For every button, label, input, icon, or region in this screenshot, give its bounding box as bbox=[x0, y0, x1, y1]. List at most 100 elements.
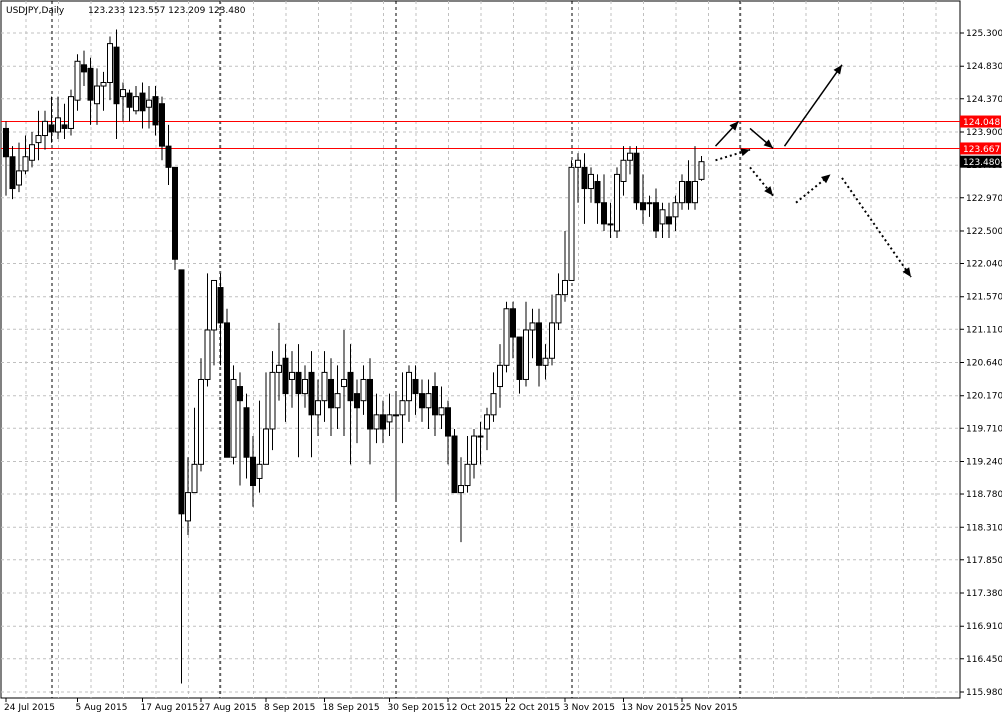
candle bbox=[380, 400, 386, 444]
time-axis[interactable]: 24 Jul 2015 5 Aug 2015 17 Aug 2015 27 Aug 2… bbox=[4, 698, 738, 713]
candle bbox=[490, 372, 497, 422]
candle-body-bear bbox=[295, 371, 302, 395]
candle bbox=[172, 166, 178, 270]
candle bbox=[217, 273, 224, 366]
candle bbox=[523, 301, 529, 387]
level-label-bg bbox=[960, 115, 1001, 128]
candle bbox=[393, 393, 399, 500]
candle bbox=[81, 50, 87, 87]
candle bbox=[432, 372, 438, 437]
candle bbox=[3, 121, 9, 196]
candle-body-bull bbox=[562, 279, 568, 296]
candle bbox=[588, 167, 594, 203]
candle-body-bear bbox=[139, 92, 146, 112]
candle-body-bull bbox=[503, 308, 510, 366]
x-tick-label: 3 Nov 2015 bbox=[563, 703, 615, 713]
candle-body-bull bbox=[211, 279, 217, 331]
candle bbox=[698, 156, 705, 181]
y-tick-label: 117.850 bbox=[966, 556, 1002, 566]
candle bbox=[367, 358, 373, 465]
candle-body-bull bbox=[438, 407, 445, 416]
candle-body-bull bbox=[399, 400, 406, 416]
x-tick-label: 27 Aug 2015 bbox=[199, 703, 257, 713]
candle bbox=[653, 188, 659, 239]
candle-body-bear bbox=[380, 414, 386, 430]
y-tick-label: 115.980 bbox=[966, 688, 1002, 698]
candle bbox=[146, 86, 152, 129]
candles bbox=[3, 29, 705, 684]
candle-body-bear bbox=[165, 145, 172, 168]
candle-body-bull bbox=[133, 96, 139, 112]
candle-body-bear bbox=[126, 92, 133, 108]
candle bbox=[133, 86, 139, 115]
prediction-arrow bbox=[749, 127, 774, 149]
candle-body-bear bbox=[237, 386, 243, 402]
candle-body-bull bbox=[263, 428, 269, 465]
prediction-arrow bbox=[749, 166, 774, 197]
candle-body-bull bbox=[659, 209, 666, 225]
level-label-bg bbox=[960, 142, 1001, 155]
candle bbox=[61, 103, 68, 140]
candle-body-bear bbox=[354, 393, 360, 409]
candle-body-bear bbox=[432, 386, 438, 416]
candle bbox=[445, 400, 451, 465]
candle bbox=[412, 365, 419, 415]
candle-body-bull bbox=[321, 371, 328, 402]
candle-body-bull bbox=[620, 159, 627, 182]
candle bbox=[607, 202, 614, 239]
candle bbox=[471, 428, 477, 479]
candle bbox=[386, 393, 393, 437]
candle-body-bull bbox=[588, 173, 594, 190]
candle bbox=[230, 365, 237, 465]
candle-body-bear bbox=[581, 166, 588, 190]
candle bbox=[334, 365, 341, 429]
candle-body-bull bbox=[269, 371, 276, 430]
candle bbox=[341, 329, 347, 437]
candle-body-bear bbox=[601, 202, 607, 225]
candle bbox=[672, 195, 679, 231]
candle-body-bull bbox=[497, 364, 503, 388]
candle bbox=[438, 386, 445, 429]
candle-body-bull bbox=[575, 159, 581, 168]
candle-body-bear bbox=[347, 371, 354, 402]
candle-body-bear bbox=[9, 156, 16, 190]
candle-body-bear bbox=[159, 103, 165, 147]
candle-body-bull bbox=[568, 166, 575, 281]
candle bbox=[159, 96, 165, 161]
candle-body-bear bbox=[87, 67, 94, 101]
candle bbox=[9, 146, 16, 200]
candle-body-bull bbox=[198, 378, 204, 465]
candle bbox=[321, 351, 328, 422]
arrow-shaft bbox=[841, 177, 912, 278]
candle bbox=[419, 379, 425, 422]
y-tick-label: 116.450 bbox=[966, 655, 1002, 665]
candle bbox=[679, 174, 685, 210]
candle bbox=[562, 230, 568, 302]
candle bbox=[347, 344, 354, 465]
candle bbox=[497, 344, 503, 408]
prediction-arrow bbox=[783, 64, 843, 147]
y-tick-label: 120.170 bbox=[966, 392, 1002, 402]
candle-body-bear bbox=[113, 46, 120, 105]
candle bbox=[263, 372, 269, 465]
price-axis[interactable]: 125.300124.830124.370123.900123.430122.9… bbox=[960, 29, 1002, 698]
candle-body-bull bbox=[614, 173, 620, 232]
candle bbox=[503, 301, 510, 373]
candle-body-bull bbox=[29, 144, 35, 161]
candle-body-bear bbox=[152, 96, 159, 126]
prediction-arrow bbox=[714, 120, 740, 147]
candle bbox=[113, 29, 120, 140]
candle bbox=[640, 174, 646, 224]
candle bbox=[237, 372, 243, 486]
candle bbox=[373, 393, 380, 444]
candle bbox=[692, 146, 698, 210]
candle-body-bull bbox=[35, 135, 42, 144]
candle bbox=[29, 131, 35, 168]
y-tick-label: 119.710 bbox=[966, 424, 1002, 434]
candle-body-bull bbox=[289, 371, 295, 380]
arrow-head bbox=[729, 121, 739, 131]
level-label: 123.667 bbox=[963, 145, 1000, 155]
candle-body-bull bbox=[276, 364, 282, 373]
